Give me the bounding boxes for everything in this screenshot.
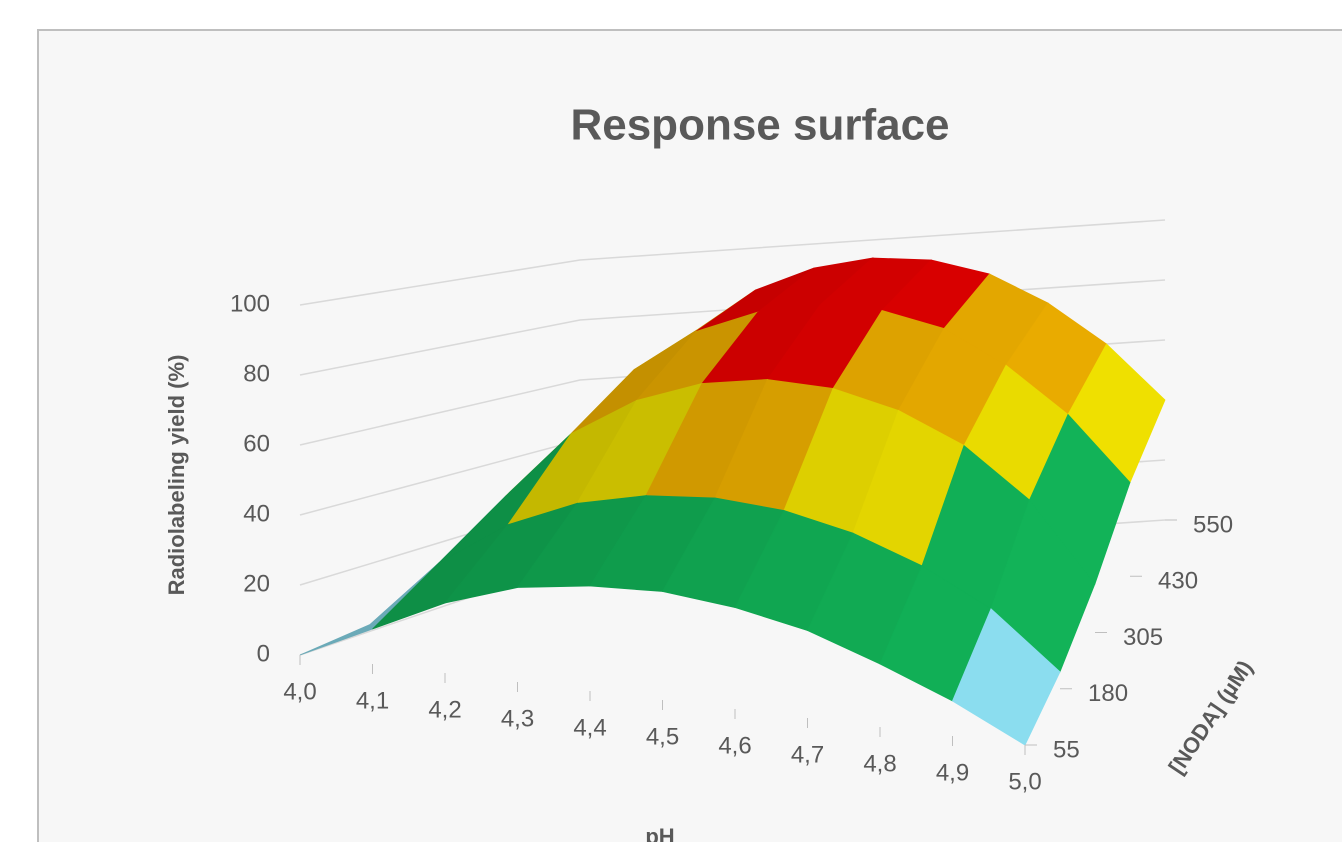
x-tick-label: 4,0 (283, 678, 316, 705)
depth-tick-label: 550 (1193, 511, 1233, 538)
x-tick-label: 4,7 (791, 741, 824, 768)
z-tick-label: 80 (243, 360, 270, 387)
depth-tick-label: 305 (1123, 624, 1163, 651)
x-tick-label: 4,9 (936, 759, 969, 786)
depth-tick-label: 180 (1088, 680, 1128, 707)
depth-tick-label: 55 (1053, 736, 1080, 763)
z-axis-title: Radiolabeling yield (%) (164, 355, 189, 596)
x-tick-label: 4,4 (573, 714, 606, 741)
z-tick-label: 0 (257, 640, 270, 667)
z-tick-label: 20 (243, 570, 270, 597)
surface-patch (951, 608, 1061, 746)
x-tick-label: 4,1 (356, 687, 389, 714)
x-tick-label: 4,3 (501, 705, 534, 732)
x-tick-label: 4,2 (428, 696, 461, 723)
chart-title: Response surface (570, 101, 949, 150)
x-tick-label: 4,5 (646, 723, 679, 750)
x-axis-title: pH (645, 824, 674, 842)
grid-line (299, 219, 1166, 306)
z-tick-label: 60 (243, 430, 270, 457)
z-tick-label: 40 (243, 500, 270, 527)
x-tick-label: 5,0 (1008, 768, 1041, 795)
x-tick-label: 4,6 (718, 732, 751, 759)
z-tick-label: 100 (230, 290, 270, 317)
depth-tick-label: 430 (1158, 568, 1198, 595)
x-tick-label: 4,8 (863, 750, 896, 777)
